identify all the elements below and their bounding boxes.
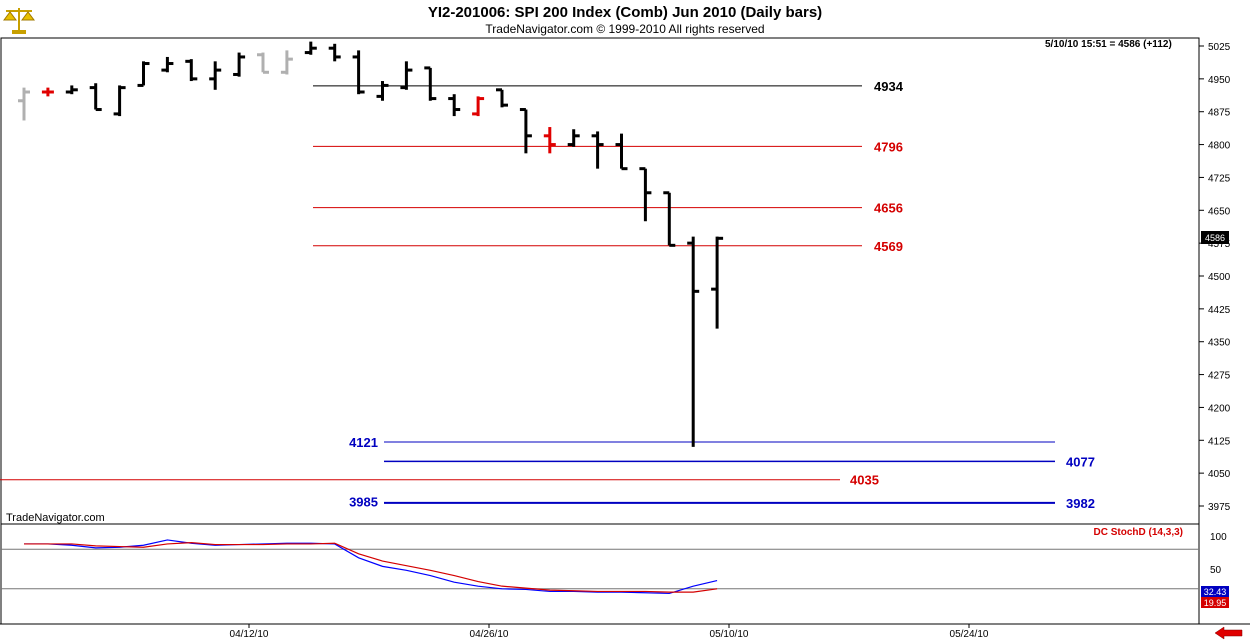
stoch-k-line xyxy=(24,539,718,595)
level-label-3982: 3982 xyxy=(1066,496,1095,511)
stoch-y-tick-label: 50 xyxy=(1210,565,1222,576)
stoch-d-value: 19.95 xyxy=(1204,598,1227,608)
stoch-k-value: 32.43 xyxy=(1204,587,1227,597)
ohlc-bar xyxy=(519,108,532,154)
y-tick-label: 4725 xyxy=(1208,173,1231,184)
quote-readout: 5/10/10 15:51 = 4586 (+112) xyxy=(1045,39,1172,50)
ohlc-bar xyxy=(65,85,78,95)
ohlc-bar xyxy=(591,131,604,169)
ohlc-bar xyxy=(89,83,102,112)
ohlc-bar xyxy=(328,43,341,62)
y-tick-label: 4350 xyxy=(1208,338,1231,349)
ohlc-bar xyxy=(352,50,365,95)
ohlc-bar xyxy=(615,133,628,171)
y-tick-label: 3975 xyxy=(1208,502,1231,513)
ohlc-bar xyxy=(185,59,198,82)
y-tick-label: 4950 xyxy=(1208,75,1231,86)
stoch-title: DC StochD (14,3,3) xyxy=(1094,527,1183,538)
ohlc-bar xyxy=(400,61,413,90)
ohlc-bar xyxy=(161,56,174,73)
level-label-3985: 3985 xyxy=(349,495,378,510)
price-levels: 4934 4796 4656 4569 4121 4077 4035 3985 3982 xyxy=(0,79,1095,511)
y-tick-label: 4125 xyxy=(1208,436,1231,447)
ohlc-bar xyxy=(543,127,556,154)
ohlc-bar xyxy=(424,66,437,101)
x-tick-label: 04/26/10 xyxy=(470,629,509,640)
ohlc-bar xyxy=(496,88,508,108)
stoch-d-value-box xyxy=(1201,597,1229,608)
y-tick-label: 4200 xyxy=(1208,403,1231,414)
ohlc-bar xyxy=(687,236,700,447)
price-y-axis: 5025 4950 4875 4800 4725 4650 4575 4500 4425 4350… xyxy=(1199,42,1231,513)
scroll-left-arrow-icon[interactable] xyxy=(1213,626,1245,640)
x-tick-label: 04/12/10 xyxy=(230,629,269,640)
last-price-box xyxy=(1201,231,1229,244)
y-tick-label: 5025 xyxy=(1208,42,1231,53)
ohlc-bar xyxy=(257,52,269,74)
level-label-4656: 4656 xyxy=(874,201,903,216)
ohlc-bar xyxy=(663,191,676,247)
ohlc-bar xyxy=(209,61,222,90)
level-label-4934: 4934 xyxy=(874,79,904,94)
ohlc-bar xyxy=(113,85,126,117)
stoch-panel-frame xyxy=(0,523,1200,625)
ohlc-bar xyxy=(233,52,246,77)
level-label-4569: 4569 xyxy=(874,239,903,254)
chart-subtitle: TradeNavigator.com © 1999-2010 All right… xyxy=(485,22,765,36)
level-label-4121: 4121 xyxy=(349,435,378,450)
level-label-4796: 4796 xyxy=(874,139,903,154)
ohlc-bar xyxy=(41,87,54,97)
y-tick-label: 4275 xyxy=(1208,371,1231,382)
level-label-4077: 4077 xyxy=(1066,454,1095,469)
ohlc-bar xyxy=(376,81,389,101)
y-tick-label: 4650 xyxy=(1208,206,1231,217)
last-price-label: 4586 xyxy=(1205,233,1225,243)
y-tick-label: 4875 xyxy=(1208,108,1231,119)
chart-title: YI2-201006: SPI 200 Index (Comb) Jun 201… xyxy=(427,4,823,21)
watermark-text: TradeNavigator.com xyxy=(6,512,105,524)
y-tick-label: 4575 xyxy=(1208,239,1231,250)
y-tick-label: 4425 xyxy=(1208,305,1231,316)
stoch-y-tick-label: 100 xyxy=(1210,532,1227,543)
y-tick-label: 4800 xyxy=(1208,141,1231,152)
stoch-d-line xyxy=(24,541,718,593)
level-label-4035: 4035 xyxy=(850,473,879,488)
ohlc-bar xyxy=(280,50,293,75)
x-axis: 04/12/10 04/26/10 05/10/10 05/24/10 xyxy=(230,624,989,640)
ohlc-bar xyxy=(137,61,150,87)
ohlc-bar xyxy=(472,96,485,117)
y-tick-label: 4050 xyxy=(1208,469,1231,480)
ohlc-bar xyxy=(304,41,317,55)
ohlc-bar xyxy=(639,167,652,222)
chart-header: YI2-201006: SPI 200 Index (Comb) Jun 201… xyxy=(0,0,1250,38)
x-tick-label: 05/10/10 xyxy=(710,629,749,640)
y-tick-label: 4500 xyxy=(1208,272,1231,283)
stoch-k-value-box xyxy=(1201,586,1229,597)
price-bars xyxy=(18,41,724,447)
x-tick-label: 05/24/10 xyxy=(950,629,989,640)
scale-logo-icon xyxy=(2,2,36,36)
ohlc-bar xyxy=(448,94,461,117)
ohlc-bar xyxy=(567,129,580,147)
ohlc-bar xyxy=(18,87,30,121)
ohlc-bar xyxy=(711,236,724,329)
price-panel-frame xyxy=(0,37,1200,525)
